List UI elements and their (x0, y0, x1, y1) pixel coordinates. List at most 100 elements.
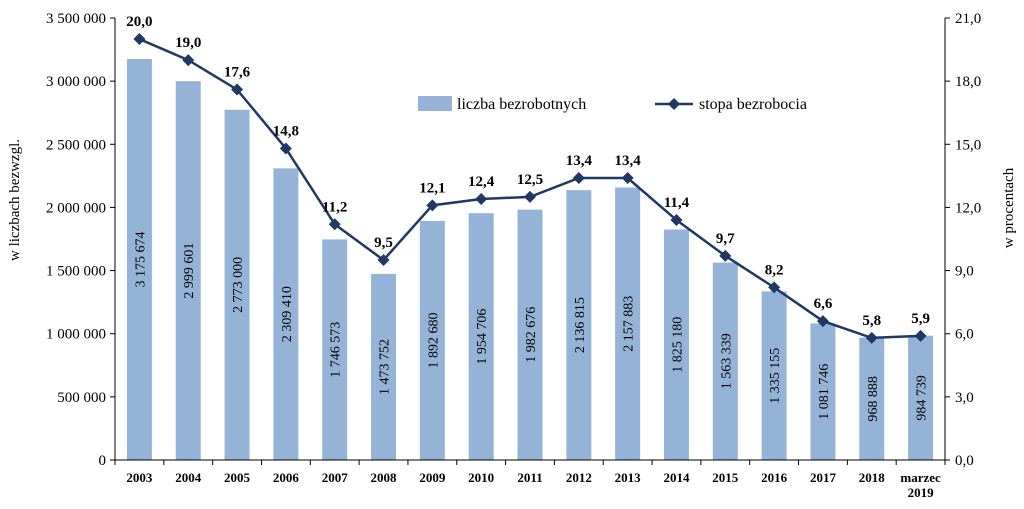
bar (810, 323, 836, 460)
bar (517, 209, 543, 460)
line-marker (670, 214, 683, 227)
line-value-label: 13,4 (566, 153, 593, 169)
bar (615, 187, 641, 460)
legend: liczba bezrobotnych stopa bezrobocia (418, 96, 807, 113)
bar-value-label: 1 081 746 (817, 364, 832, 420)
bar (175, 81, 201, 461)
line-marker (475, 193, 488, 206)
bar-value-label: 2 309 410 (280, 286, 295, 342)
bar (273, 168, 299, 461)
line-value-label: 19,0 (175, 35, 201, 51)
line-marker (328, 218, 341, 231)
right-axis-title: w procentach (1001, 167, 1017, 248)
bar (322, 239, 348, 460)
line-marker (719, 249, 732, 262)
x-tick-label: 2016 (761, 470, 788, 485)
x-tick-label: 2006 (273, 470, 300, 485)
line-value-label: 12,5 (517, 172, 543, 188)
left-tick-label: 3 500 000 (46, 11, 106, 27)
bar-value-label: 1 473 752 (378, 339, 393, 395)
bar-value-label: 1 335 155 (768, 348, 783, 404)
left-tick-label: 0 (99, 453, 107, 469)
bar (859, 337, 885, 460)
legend-label-bars: liczba bezrobotnych (457, 96, 586, 113)
line-value-label: 11,4 (664, 195, 690, 211)
x-tick-label: marzec 2019 (900, 470, 941, 500)
x-tick-label: 2010 (468, 470, 494, 485)
left-tick-label: 500 000 (57, 390, 106, 406)
line-value-label: 6,6 (814, 296, 833, 312)
left-tick-label: 2 500 000 (46, 137, 106, 153)
x-tick-label: 2005 (224, 470, 251, 485)
bar-value-label: 1 892 680 (426, 312, 441, 368)
line-marker (816, 315, 829, 328)
bar-value-label: 968 888 (866, 376, 881, 422)
left-tick-label: 2 000 000 (46, 200, 106, 216)
left-tick-label: 3 000 000 (46, 74, 106, 90)
right-tick-label: 0,0 (955, 453, 974, 469)
bar-value-label: 1 954 706 (475, 309, 490, 365)
x-tick-label: 2007 (322, 470, 349, 485)
right-axis-ticks: 0,0 3,0 6,0 9,0 12,0 15,0 18,0 21,0 (945, 11, 981, 469)
bar-value-label: 2 999 601 (182, 243, 197, 299)
x-tick-label: 2014 (663, 470, 690, 485)
line-marker (133, 33, 146, 46)
line-marker (865, 331, 878, 344)
bar (468, 213, 494, 460)
bar-value-label: 1 825 180 (670, 317, 685, 373)
line-value-label: 11,2 (322, 199, 347, 215)
x-tick-label: 2018 (859, 470, 886, 485)
right-tick-label: 18,0 (955, 74, 981, 90)
line-marker (914, 329, 927, 342)
left-axis-title: w liczbach bezwzgl. (7, 139, 23, 261)
line-value-label: 12,4 (468, 174, 495, 190)
legend-swatch-marker (668, 98, 680, 110)
bar (126, 58, 152, 461)
bar-value-label: 984 739 (915, 375, 930, 421)
line-marker (572, 171, 585, 184)
bar-value-label: 2 773 000 (231, 257, 246, 313)
line-value-label: 9,7 (716, 231, 735, 247)
bar-labels: 3 175 674 2 999 601 2 773 000 2 309 410 1 74… (133, 231, 929, 421)
bar (419, 220, 445, 460)
bar (908, 335, 934, 460)
bar-value-label: 1 746 573 (329, 322, 344, 378)
line-value-label: 13,4 (615, 153, 642, 169)
line-value-label: 12,1 (419, 180, 445, 196)
left-tick-label: 1 000 000 (46, 327, 106, 343)
x-tick-label-line: marzec (900, 470, 941, 485)
line-marker (768, 281, 781, 294)
line-value-label: 9,5 (374, 235, 393, 251)
line-value-label: 14,8 (273, 123, 299, 139)
bar-value-label: 3 175 674 (133, 231, 148, 287)
x-tick-label: 2012 (566, 470, 592, 485)
bar (761, 291, 787, 460)
line-marker (182, 54, 195, 67)
right-tick-label: 15,0 (955, 137, 981, 153)
bar (663, 229, 689, 460)
bar-series (126, 58, 934, 461)
line-marker (377, 254, 390, 267)
line-marker (524, 190, 536, 203)
line-series (133, 33, 927, 344)
x-tick-label: 2008 (371, 470, 398, 485)
x-tick-label: 2013 (615, 470, 642, 485)
bar (566, 190, 592, 460)
bar-value-label: 2 136 815 (573, 297, 588, 353)
line-value-label: 17,6 (224, 65, 251, 81)
line-marker (621, 171, 634, 184)
line-value-label: 5,9 (911, 311, 930, 327)
x-tick-label: 2003 (126, 470, 153, 485)
right-tick-label: 3,0 (955, 390, 974, 406)
right-tick-label: 6,0 (955, 327, 974, 343)
x-tick-label-line: 2019 (908, 485, 935, 500)
line-marker (279, 142, 292, 155)
legend-swatch-bar (418, 96, 452, 111)
right-tick-label: 12,0 (955, 200, 981, 216)
bar-value-label: 1 982 676 (524, 307, 539, 363)
line-value-label: 5,8 (862, 313, 881, 329)
right-tick-label: 21,0 (955, 11, 981, 27)
bar (712, 262, 738, 460)
line-value-label: 20,0 (126, 14, 152, 30)
legend-label-line: stopa bezrobocia (699, 96, 807, 113)
